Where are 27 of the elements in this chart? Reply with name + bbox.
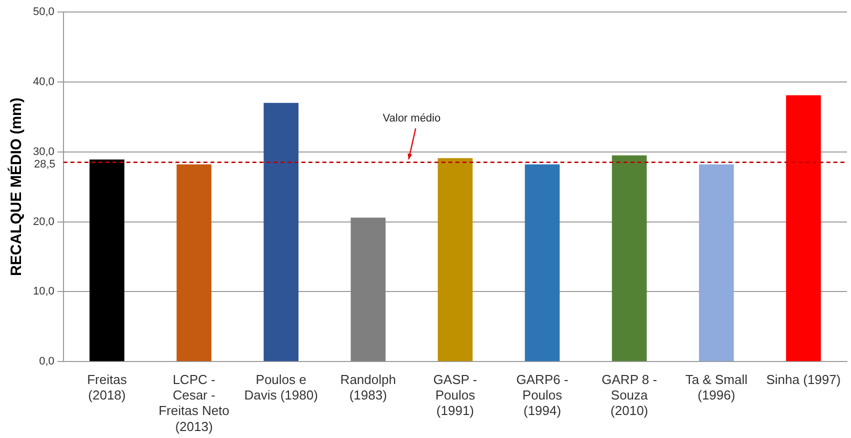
x-tick-label: Randolph (1983) xyxy=(340,372,396,403)
y-tick-label: 50,0 xyxy=(32,6,54,18)
y-tick-label: 30,0 xyxy=(32,146,54,158)
x-tick-label: GARP 8 - Souza (2010) xyxy=(602,372,658,418)
y-tick-label: 10,0 xyxy=(32,286,54,298)
y-tick-label: 40,0 xyxy=(32,76,54,88)
y-axis-title: RECALQUE MÉDIO (mm) xyxy=(7,98,26,276)
x-tick-label: GARP6 - Poulos (1994) xyxy=(516,372,568,418)
bar xyxy=(350,218,386,362)
ref-line-label: 28,5 xyxy=(34,158,56,170)
bar xyxy=(786,95,821,362)
bar xyxy=(524,164,560,362)
bar xyxy=(612,155,647,362)
bar xyxy=(698,164,734,362)
x-tick-label: Sinha (1997) xyxy=(766,372,841,387)
bar xyxy=(264,102,298,362)
y-tick-label: 0,0 xyxy=(39,356,54,368)
x-tick-label: GASP - Poulos (1991) xyxy=(433,372,478,418)
y-tick-label: 20,0 xyxy=(32,216,54,228)
x-tick-label: Freitas (2018) xyxy=(87,372,128,403)
x-tick-label: Poulos e Davis (1980) xyxy=(244,372,318,403)
bar xyxy=(438,158,473,362)
annotation: Valor médio xyxy=(382,112,441,124)
bar xyxy=(90,160,124,362)
x-tick-label: Ta & Small (1996) xyxy=(685,372,748,403)
x-tick-label: LCPC - Cesar - Freitas Neto (2013) xyxy=(158,372,230,434)
bar xyxy=(176,164,212,362)
